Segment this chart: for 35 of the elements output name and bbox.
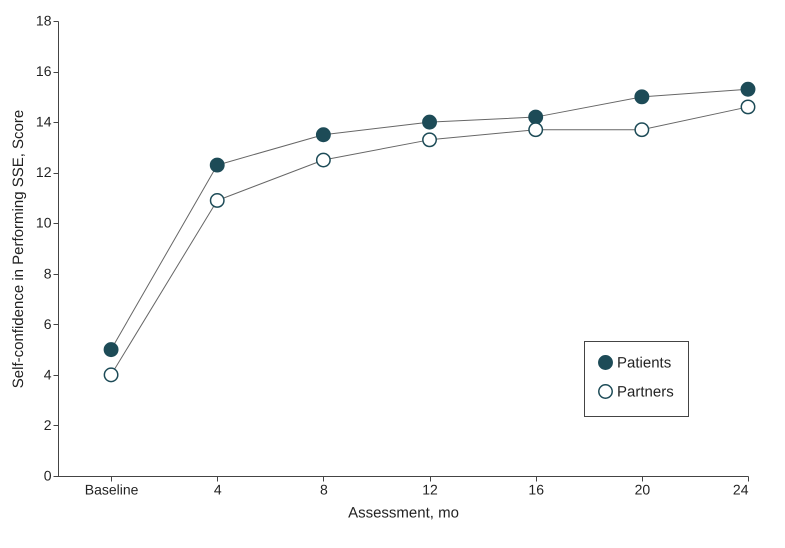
y-tick-label: 16: [36, 63, 52, 80]
point: [316, 127, 331, 142]
point: [210, 193, 225, 208]
point: [422, 132, 437, 148]
point: [528, 110, 544, 124]
y-tick-label: 12: [36, 164, 52, 180]
y-tick-label: 6: [44, 316, 52, 332]
y-axis-title: Self-confidence in Performing SSE, Score: [10, 110, 27, 388]
point: [422, 114, 437, 130]
point: [104, 342, 119, 358]
legend-label: Patients: [617, 354, 672, 372]
point: [210, 158, 225, 173]
point: [634, 122, 650, 138]
y-tick-label: 0: [44, 468, 52, 484]
y-tick-label: 10: [36, 214, 52, 231]
x-tick-label: 4: [214, 482, 222, 498]
x-tick-label: 8: [320, 482, 328, 498]
y-tick-label: 14: [36, 114, 52, 130]
point: [740, 82, 756, 97]
point: [528, 122, 544, 138]
x-axis-title: Assessment, mo: [348, 504, 459, 522]
point: [740, 100, 756, 114]
point: [316, 152, 331, 168]
x-tick-label: 16: [528, 482, 544, 498]
x-tick-label: 20: [634, 482, 650, 498]
y-tick-label: 4: [44, 366, 52, 382]
point: [104, 367, 119, 382]
y-tick-label: 8: [44, 265, 52, 282]
x-tick-label: Baseline: [84, 482, 139, 498]
x-tick-label: 12: [422, 482, 438, 498]
legend-label: Partners: [617, 384, 674, 400]
x-tick-label: 24: [732, 482, 749, 498]
y-tick-label: 2: [44, 416, 52, 433]
point: [634, 89, 650, 104]
y-tick-label: 18: [36, 12, 52, 28]
